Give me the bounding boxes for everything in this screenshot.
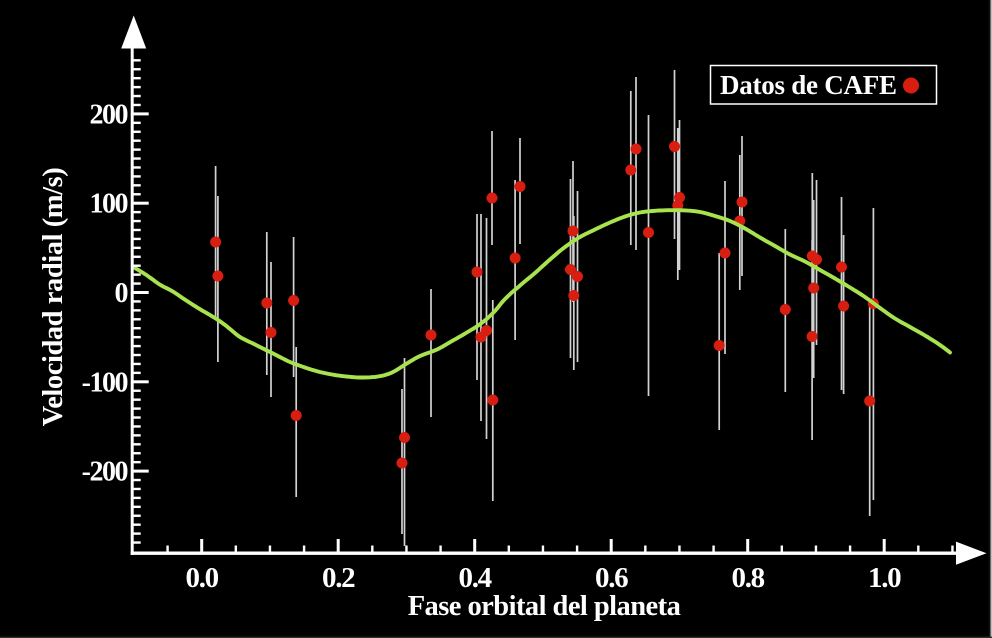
svg-text:100: 100 xyxy=(90,189,128,220)
svg-text:0.0: 0.0 xyxy=(186,562,219,594)
svg-text:Datos de CAFE: Datos de CAFE xyxy=(720,70,897,100)
svg-text:0.6: 0.6 xyxy=(595,562,628,594)
svg-text:-200: -200 xyxy=(82,457,128,488)
svg-text:0.2: 0.2 xyxy=(322,562,355,594)
svg-text:0.8: 0.8 xyxy=(732,562,765,594)
svg-text:Velocidad radial (m/s): Velocidad radial (m/s) xyxy=(38,168,69,427)
svg-text:0.4: 0.4 xyxy=(459,562,492,594)
svg-text:1.0: 1.0 xyxy=(868,562,901,594)
svg-text:-100: -100 xyxy=(82,367,128,398)
svg-text:0: 0 xyxy=(115,278,128,309)
svg-text:Fase orbital del planeta: Fase orbital del planeta xyxy=(408,591,681,622)
svg-text:200: 200 xyxy=(90,99,128,130)
